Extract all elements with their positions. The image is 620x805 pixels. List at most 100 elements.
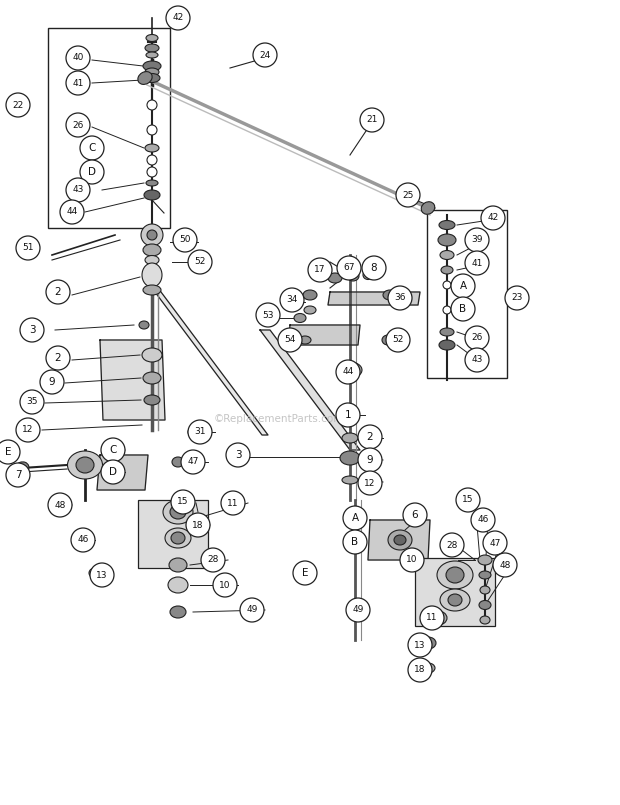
Ellipse shape (145, 68, 159, 76)
Circle shape (188, 420, 212, 444)
Circle shape (60, 200, 84, 224)
Text: 50: 50 (179, 236, 191, 245)
Bar (415, 558, 495, 626)
Circle shape (80, 160, 104, 184)
Text: 54: 54 (285, 336, 296, 345)
Circle shape (171, 490, 195, 514)
Ellipse shape (328, 273, 342, 283)
Circle shape (20, 318, 44, 342)
Ellipse shape (139, 321, 149, 329)
Ellipse shape (144, 73, 160, 82)
Circle shape (493, 553, 517, 577)
Text: 42: 42 (487, 213, 498, 222)
Circle shape (346, 598, 370, 622)
Ellipse shape (143, 372, 161, 384)
Ellipse shape (146, 180, 158, 186)
Text: 6: 6 (412, 510, 418, 520)
Text: B: B (459, 304, 467, 314)
Circle shape (358, 448, 382, 472)
Text: 12: 12 (22, 426, 33, 435)
Circle shape (308, 258, 332, 282)
Circle shape (280, 288, 304, 312)
Ellipse shape (141, 224, 163, 246)
Text: 18: 18 (192, 521, 204, 530)
Circle shape (101, 460, 125, 484)
Ellipse shape (421, 202, 435, 214)
Circle shape (253, 43, 277, 67)
Text: 15: 15 (463, 496, 474, 505)
Ellipse shape (443, 306, 451, 314)
Circle shape (20, 390, 44, 414)
Ellipse shape (168, 577, 188, 593)
Text: 44: 44 (342, 368, 353, 377)
Circle shape (465, 348, 489, 372)
Circle shape (440, 533, 464, 557)
Circle shape (362, 256, 386, 280)
Circle shape (278, 328, 302, 352)
Circle shape (46, 280, 70, 304)
Ellipse shape (480, 616, 490, 624)
Ellipse shape (342, 476, 358, 484)
Text: 13: 13 (414, 641, 426, 650)
Circle shape (465, 251, 489, 275)
Text: 49: 49 (246, 605, 258, 614)
Text: 2: 2 (366, 432, 373, 442)
Circle shape (386, 328, 410, 352)
Polygon shape (152, 288, 268, 435)
Circle shape (71, 528, 95, 552)
Text: B: B (352, 537, 358, 547)
Polygon shape (328, 292, 420, 305)
Ellipse shape (169, 558, 187, 572)
Text: 24: 24 (259, 51, 270, 60)
Circle shape (388, 286, 412, 310)
Circle shape (343, 506, 367, 530)
Circle shape (166, 6, 190, 30)
Text: 28: 28 (207, 555, 219, 564)
Ellipse shape (143, 61, 161, 71)
Ellipse shape (441, 266, 453, 274)
Text: 47: 47 (489, 539, 501, 547)
Ellipse shape (144, 190, 160, 200)
Circle shape (188, 250, 212, 274)
Text: D: D (88, 167, 96, 177)
Ellipse shape (146, 52, 158, 58)
Text: 18: 18 (414, 666, 426, 675)
Circle shape (181, 450, 205, 474)
Text: C: C (109, 445, 117, 455)
Ellipse shape (142, 263, 162, 287)
Circle shape (471, 508, 495, 532)
Ellipse shape (342, 433, 358, 443)
Text: 34: 34 (286, 295, 298, 304)
Ellipse shape (383, 290, 397, 300)
Text: 52: 52 (392, 336, 404, 345)
Text: 67: 67 (343, 263, 355, 273)
Ellipse shape (68, 451, 102, 479)
Text: A: A (459, 281, 467, 291)
Text: 7: 7 (15, 470, 21, 480)
Text: 13: 13 (96, 571, 108, 580)
Text: C: C (88, 143, 95, 153)
Circle shape (16, 236, 40, 260)
Text: 3: 3 (29, 325, 35, 335)
Ellipse shape (347, 271, 359, 281)
Ellipse shape (147, 167, 157, 177)
Circle shape (336, 360, 360, 384)
Circle shape (337, 256, 361, 280)
Ellipse shape (349, 605, 367, 619)
Text: E: E (302, 568, 308, 578)
Ellipse shape (147, 100, 157, 110)
Ellipse shape (438, 234, 456, 246)
Text: 9: 9 (366, 455, 373, 465)
Circle shape (48, 493, 72, 517)
Polygon shape (288, 325, 360, 345)
Ellipse shape (138, 72, 152, 85)
Ellipse shape (443, 281, 451, 289)
Text: 3: 3 (235, 450, 241, 460)
Text: 26: 26 (73, 121, 84, 130)
Circle shape (201, 548, 225, 572)
Ellipse shape (439, 340, 455, 350)
Text: A: A (352, 513, 358, 523)
Text: 52: 52 (194, 258, 206, 266)
Circle shape (213, 573, 237, 597)
Circle shape (358, 471, 382, 495)
